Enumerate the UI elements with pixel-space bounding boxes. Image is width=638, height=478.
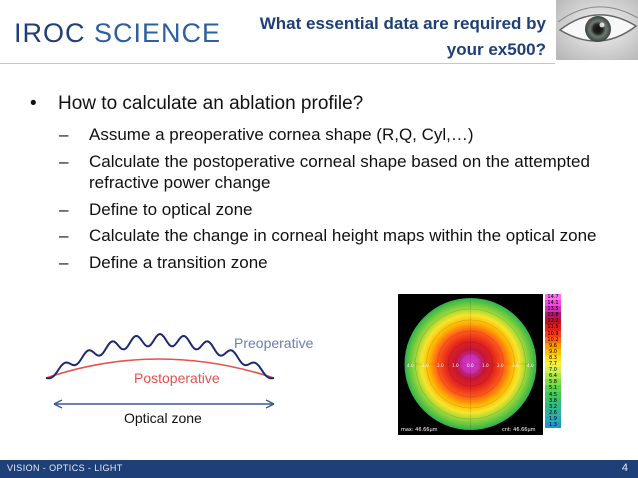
scale-swatch: 5.8 [545,379,561,386]
axis-tick-label: 3.0 [512,363,519,368]
axis-tick-labels: 4.0 3.0 2.0 1.0 0.0 1.0 2.0 3.0 4.0 [407,363,534,368]
scale-swatch: 14.1 [545,300,561,307]
dash-icon: – [59,226,69,245]
sub-bullet-item: – Define to optical zone [59,199,599,221]
sub-bullet-text: Define to optical zone [89,199,253,219]
sub-bullet-item: – Calculate the change in corneal height … [59,225,599,247]
title-line-1: What essential data are required by [259,14,546,33]
scale-swatch: 2.6 [545,409,561,416]
bullet-dot-icon: • [30,93,37,114]
height-map-disk [404,298,537,430]
scale-swatch: 3.8 [545,397,561,404]
main-bullet: • How to calculate an ablation profile? [30,92,363,116]
scale-swatch: 10.2 [545,336,561,343]
scale-swatch: 9.6 [545,342,561,349]
scale-swatch: 10.9 [545,330,561,337]
dash-icon: – [59,125,69,144]
arrow-right-icon [265,399,275,409]
scale-swatch: 9.0 [545,348,561,355]
sub-bullet-text: Calculate the change in corneal height m… [89,226,597,245]
sub-bullet-text: Calculate the postoperative corneal shap… [89,151,590,193]
scale-swatch: 8.3 [545,354,561,362]
ablation-profile-diagram: Preoperative Postoperative Optical zone [45,332,314,426]
logo-science-text: SCIENCE [94,18,222,48]
footer-text: VISION - OPTICS - LIGHT [7,463,123,473]
header: IROC SCIENCE What essential data are req… [0,0,638,72]
scale-swatch: 11.5 [545,324,561,331]
scale-swatch: 12.2 [545,318,561,325]
scale-swatch: 7.7 [545,361,561,368]
main-bullet-text: How to calculate an ablation profile? [58,93,364,114]
header-divider [0,63,555,64]
axis-tick-label: 4.0 [527,363,534,368]
scale-swatch: 4.5 [545,391,561,398]
postoperative-label: Postoperative [134,370,220,386]
axis-tick-label: 3.0 [422,363,429,368]
center-readout: cnt: 46.66µm [502,427,536,433]
scale-swatch: 3.2 [545,403,561,410]
scale-swatch: 1.9 [545,415,561,422]
scale-swatch: 5.1 [545,385,561,392]
footer-bar: VISION - OPTICS - LIGHT 4 [0,460,638,478]
slide-title: What essential data are required by your… [206,11,546,63]
axis-tick-label: 1.0 [482,363,489,368]
axis-tick-label: 1.0 [452,363,459,368]
postoperative-curve [45,358,275,379]
dash-icon: – [59,151,69,171]
dash-icon: – [59,252,69,272]
sub-bullet-text: Assume a preoperative cornea shape (R,Q,… [89,125,474,144]
sub-bullet-text: Define a transition zone [89,252,268,272]
scale-swatch: 12.8 [545,312,561,319]
sub-bullet-item: – Calculate the postoperative corneal sha… [59,151,599,194]
height-map-graphic: 4.0 3.0 2.0 1.0 0.0 1.0 2.0 3.0 4.0 max: 46.66µm… [398,294,543,435]
eye-icon [556,0,638,60]
arrow-left-icon [53,399,63,409]
optical-zone-label: Optical zone [124,410,202,426]
preoperative-curve [45,332,275,380]
axis-tick-label: 4.0 [407,363,414,368]
scale-swatch: 1.3 [545,421,561,429]
scale-swatch: 14.7 [545,294,561,301]
preoperative-label: Preoperative [234,335,314,351]
dash-icon: – [59,199,69,219]
scale-swatch: 7.0 [545,367,561,374]
title-line-2: your ex500? [446,40,546,59]
logo-iroc-text: IROC [14,18,86,48]
sub-bullet-item: – Define a transition zone [59,252,599,274]
scale-swatch: 13.5 [545,306,561,313]
sub-bullet-item: – Assume a preoperative cornea shape (R,Q… [59,124,599,146]
scale-swatch: 6.4 [545,373,561,380]
max-readout: max: 46.66µm [401,427,438,433]
page-number: 4 [621,462,628,474]
iroc-science-logo: IROC SCIENCE [14,18,221,49]
corneal-height-map: 4.0 3.0 2.0 1.0 0.0 1.0 2.0 3.0 4.0 max: 46.66µm… [398,294,543,435]
color-scale-legend: 14.7 14.1 13.5 12.8 12.2 11.5 10.9 10.2 9.6 9.0 8.… [545,294,561,435]
axis-tick-label: 0.0 [467,363,474,368]
axis-tick-label: 2.0 [437,363,444,368]
axis-tick-label: 2.0 [497,363,504,368]
sub-bullet-list: – Assume a preoperative cornea shape (R,Q… [59,124,599,278]
eye-image [556,0,638,60]
